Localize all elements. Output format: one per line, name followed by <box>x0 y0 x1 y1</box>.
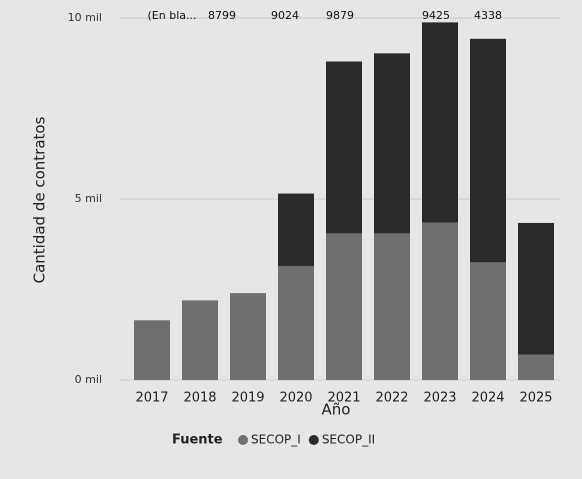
legend-marker <box>308 435 319 445</box>
x-tick-label: 2017 <box>135 391 168 406</box>
bar-segment <box>422 22 458 223</box>
y-tick-label: 10 mil <box>68 11 102 24</box>
bar-segment <box>470 38 506 263</box>
bar-segment <box>278 193 314 266</box>
bar-segment <box>278 265 314 380</box>
bar-segment <box>326 61 362 234</box>
bar-segment <box>470 262 506 380</box>
x-tick-label: 2020 <box>279 391 312 406</box>
annotation: 8799 <box>208 9 236 22</box>
bar-segment <box>374 53 410 234</box>
y-tick-label: 5 mil <box>75 192 102 205</box>
annotation: 9024 <box>271 9 299 22</box>
x-axis-title: Año <box>322 401 351 419</box>
annotation: 4338 <box>474 9 502 22</box>
legend-marker <box>238 435 248 445</box>
bar-segment <box>518 222 554 355</box>
bar-segment <box>182 300 218 380</box>
legend-label: SECOP_II <box>322 433 375 447</box>
bar-segment <box>134 320 170 380</box>
bar-segment <box>518 354 554 380</box>
x-tick-label: 2024 <box>471 391 504 406</box>
legend-title: Fuente <box>172 433 223 448</box>
x-tick-label: 2018 <box>183 391 216 406</box>
annotation: 9425 <box>422 9 450 22</box>
x-tick-label: 2023 <box>423 391 456 406</box>
x-tick-label: 2022 <box>375 391 408 406</box>
x-tick-label: 2025 <box>519 391 552 406</box>
bar-segment <box>422 222 458 380</box>
legend-label: SECOP_I <box>251 433 301 447</box>
y-axis-title: Cantidad de contratos <box>31 116 49 283</box>
x-tick-label: 2021 <box>327 391 360 406</box>
bar-segment <box>230 293 266 380</box>
bar-segment <box>374 233 410 380</box>
y-tick-label: 0 mil <box>75 373 102 386</box>
bar-segment <box>326 233 362 380</box>
annotation: 9879 <box>326 9 354 22</box>
annotation: (En bla... <box>148 9 197 22</box>
x-tick-label: 2019 <box>231 391 264 406</box>
